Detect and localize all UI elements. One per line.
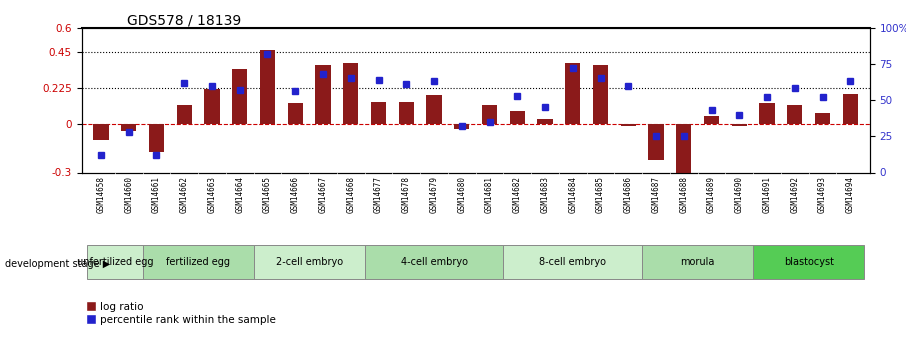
Text: GSM14667: GSM14667: [319, 176, 327, 213]
Bar: [814, 113, 830, 124]
Text: GSM14689: GSM14689: [707, 176, 716, 213]
Bar: [177, 105, 192, 124]
Text: 2-cell embryo: 2-cell embryo: [275, 257, 342, 267]
Text: GSM14678: GSM14678: [401, 176, 410, 213]
Bar: [260, 50, 275, 124]
Text: GSM14681: GSM14681: [485, 176, 494, 213]
Bar: [649, 124, 664, 160]
Bar: [787, 105, 803, 124]
Bar: [149, 124, 164, 151]
FancyBboxPatch shape: [364, 245, 504, 279]
Bar: [676, 124, 691, 172]
Text: GSM14661: GSM14661: [152, 176, 161, 213]
Bar: [232, 69, 247, 124]
Text: GSM14677: GSM14677: [374, 176, 383, 213]
Bar: [732, 124, 747, 126]
Text: GSM14686: GSM14686: [624, 176, 632, 213]
Bar: [537, 119, 553, 124]
Text: GSM14664: GSM14664: [236, 176, 245, 213]
Bar: [843, 93, 858, 124]
Bar: [621, 124, 636, 126]
Text: GSM14679: GSM14679: [429, 176, 439, 213]
Bar: [315, 65, 331, 124]
Text: GSM14668: GSM14668: [346, 176, 355, 213]
Bar: [371, 102, 386, 124]
Bar: [704, 116, 719, 124]
Bar: [121, 124, 137, 131]
FancyBboxPatch shape: [254, 245, 364, 279]
Text: GSM14690: GSM14690: [735, 176, 744, 213]
Bar: [399, 102, 414, 124]
Bar: [482, 105, 497, 124]
Text: GDS578 / 18139: GDS578 / 18139: [127, 14, 241, 28]
Bar: [427, 95, 441, 124]
FancyBboxPatch shape: [753, 245, 864, 279]
Text: unfertilized egg: unfertilized egg: [77, 257, 153, 267]
Legend: log ratio, percentile rank within the sample: log ratio, percentile rank within the sa…: [87, 302, 276, 325]
Text: GSM14665: GSM14665: [263, 176, 272, 213]
Text: GSM14688: GSM14688: [680, 176, 689, 213]
Bar: [565, 63, 581, 124]
Text: GSM14666: GSM14666: [291, 176, 300, 213]
Text: GSM14693: GSM14693: [818, 176, 827, 213]
Text: GSM14692: GSM14692: [790, 176, 799, 213]
Bar: [93, 124, 109, 140]
Text: morula: morula: [680, 257, 715, 267]
FancyBboxPatch shape: [142, 245, 254, 279]
Text: 8-cell embryo: 8-cell embryo: [539, 257, 606, 267]
FancyBboxPatch shape: [504, 245, 642, 279]
Text: GSM14662: GSM14662: [179, 176, 188, 213]
Text: GSM14694: GSM14694: [846, 176, 855, 213]
Text: GSM14682: GSM14682: [513, 176, 522, 213]
Bar: [454, 124, 469, 129]
Text: GSM14685: GSM14685: [596, 176, 605, 213]
Text: GSM14684: GSM14684: [568, 176, 577, 213]
Bar: [343, 63, 359, 124]
Text: blastocyst: blastocyst: [784, 257, 834, 267]
Text: fertilized egg: fertilized egg: [166, 257, 230, 267]
Text: GSM14691: GSM14691: [763, 176, 772, 213]
Text: GSM14683: GSM14683: [541, 176, 550, 213]
Bar: [759, 103, 775, 124]
FancyBboxPatch shape: [87, 245, 142, 279]
Bar: [205, 89, 219, 124]
Text: GSM14658: GSM14658: [96, 176, 105, 213]
Bar: [593, 65, 608, 124]
Text: GSM14687: GSM14687: [651, 176, 660, 213]
Bar: [510, 111, 525, 124]
Bar: [287, 103, 303, 124]
Text: development stage ▶: development stage ▶: [5, 259, 110, 269]
Text: GSM14663: GSM14663: [207, 176, 217, 213]
Text: GSM14660: GSM14660: [124, 176, 133, 213]
FancyBboxPatch shape: [642, 245, 753, 279]
Text: 4-cell embryo: 4-cell embryo: [400, 257, 467, 267]
Text: GSM14680: GSM14680: [458, 176, 467, 213]
